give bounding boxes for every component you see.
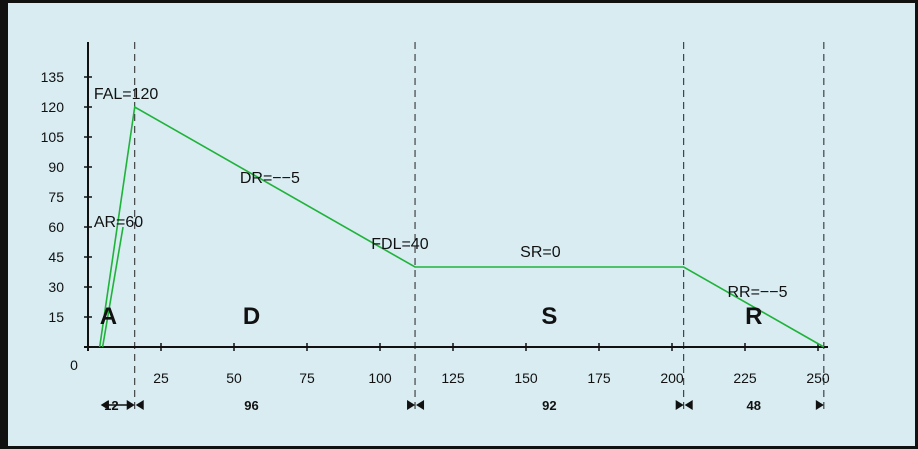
x-tick-label: 125 [441,370,465,386]
duration-label: 12 [104,398,118,413]
x-tick-label: 250 [806,370,830,386]
annotation-label: FDL=40 [371,236,428,253]
duration-arrowhead [135,400,144,410]
annotation-label: DR=−−5 [240,170,300,187]
y-tick-label: 75 [48,189,64,205]
y-tick-label: 120 [41,99,65,115]
x-tick-label: 150 [514,370,538,386]
y-tick-label: 105 [41,129,65,145]
phase-letter-s: S [541,303,557,330]
x-tick-label: 100 [368,370,392,386]
duration-label: 96 [244,398,258,413]
duration-arrowhead [416,400,425,410]
annotation-label: RR=−−5 [727,284,787,301]
annotation-label: SR=0 [520,244,561,261]
y-tick-label: 60 [48,219,64,235]
duration-arrowhead [684,400,693,410]
envelope-series-line [98,105,825,348]
x-tick-label: 0 [70,357,78,373]
y-tick-label: 15 [48,309,64,325]
x-tick-label: 25 [153,370,169,386]
annotation-label: FAL=120 [94,86,159,103]
duration-arrowhead [815,400,824,410]
y-tick-label: 30 [48,279,64,295]
y-tick-label: 45 [48,249,64,265]
duration-arrowhead [675,400,684,410]
phase-letter-a: A [100,303,117,330]
x-tick-label: 75 [299,370,315,386]
y-tick-label: 90 [48,159,64,175]
phase-letter-d: D [243,303,260,330]
x-tick-label: 225 [733,370,757,386]
x-tick-label: 50 [226,370,242,386]
duration-label: 48 [747,398,761,413]
envelope-series-line [101,226,124,348]
x-tick-label: 175 [587,370,611,386]
x-tick-label: 200 [660,370,684,386]
phase-letter-r: R [745,303,762,330]
duration-arrowhead [407,400,416,410]
y-tick-label: 135 [41,69,65,85]
duration-label: 92 [542,398,556,413]
annotation-label: AR=60 [94,214,143,231]
